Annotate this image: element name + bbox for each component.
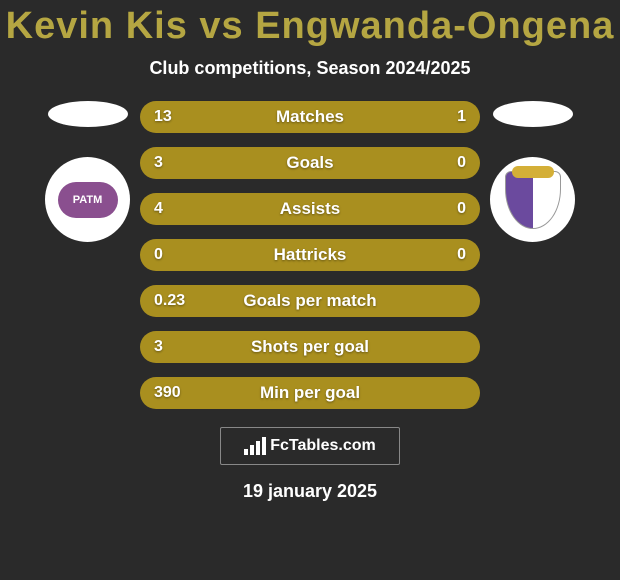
stat-left-value: 3	[154, 154, 214, 172]
crown-icon	[512, 166, 554, 178]
chart-icon	[244, 437, 266, 455]
left-column: PATM	[45, 101, 130, 242]
stat-left-value: 13	[154, 108, 214, 126]
stat-left-value: 390	[154, 384, 214, 402]
date-label: 19 january 2025	[243, 481, 377, 502]
stat-label: Matches	[214, 107, 406, 127]
stat-right-value: 0	[406, 154, 466, 172]
club-badge-right	[490, 157, 575, 242]
stat-row-shots-per-goal: 3 Shots per goal	[140, 331, 480, 363]
right-column	[490, 101, 575, 242]
club-badge-left: PATM	[45, 157, 130, 242]
stat-label: Assists	[214, 199, 406, 219]
shield-icon	[505, 171, 561, 229]
stat-right-value: 0	[406, 200, 466, 218]
flag-left	[48, 101, 128, 127]
stat-left-value: 4	[154, 200, 214, 218]
stat-left-value: 3	[154, 338, 214, 356]
stat-row-goals-per-match: 0.23 Goals per match	[140, 285, 480, 317]
stat-row-matches: 13 Matches 1	[140, 101, 480, 133]
stats-column: 13 Matches 1 3 Goals 0 4 Assists 0 0 Hat…	[140, 101, 480, 409]
flag-right	[493, 101, 573, 127]
stat-label: Hattricks	[214, 245, 406, 265]
stat-label: Min per goal	[214, 383, 406, 403]
content-row: PATM 13 Matches 1 3 Goals 0 4 Assists 0 …	[0, 101, 620, 409]
stat-row-assists: 4 Assists 0	[140, 193, 480, 225]
club-badge-right-shield	[502, 169, 564, 231]
stat-left-value: 0	[154, 246, 214, 264]
subtitle: Club competitions, Season 2024/2025	[149, 58, 470, 79]
stat-label: Goals per match	[214, 291, 406, 311]
stat-left-value: 0.23	[154, 292, 214, 310]
stat-row-goals: 3 Goals 0	[140, 147, 480, 179]
stat-row-hattricks: 0 Hattricks 0	[140, 239, 480, 271]
footer-brand-text: FcTables.com	[270, 437, 376, 455]
stat-label: Goals	[214, 153, 406, 173]
footer-brand[interactable]: FcTables.com	[220, 427, 400, 465]
stat-right-value: 1	[406, 108, 466, 126]
club-badge-left-label: PATM	[58, 182, 118, 218]
stat-row-min-per-goal: 390 Min per goal	[140, 377, 480, 409]
page-root: Kevin Kis vs Engwanda-Ongena Club compet…	[0, 0, 620, 580]
stat-right-value: 0	[406, 246, 466, 264]
page-title: Kevin Kis vs Engwanda-Ongena	[6, 5, 615, 48]
stat-label: Shots per goal	[214, 337, 406, 357]
